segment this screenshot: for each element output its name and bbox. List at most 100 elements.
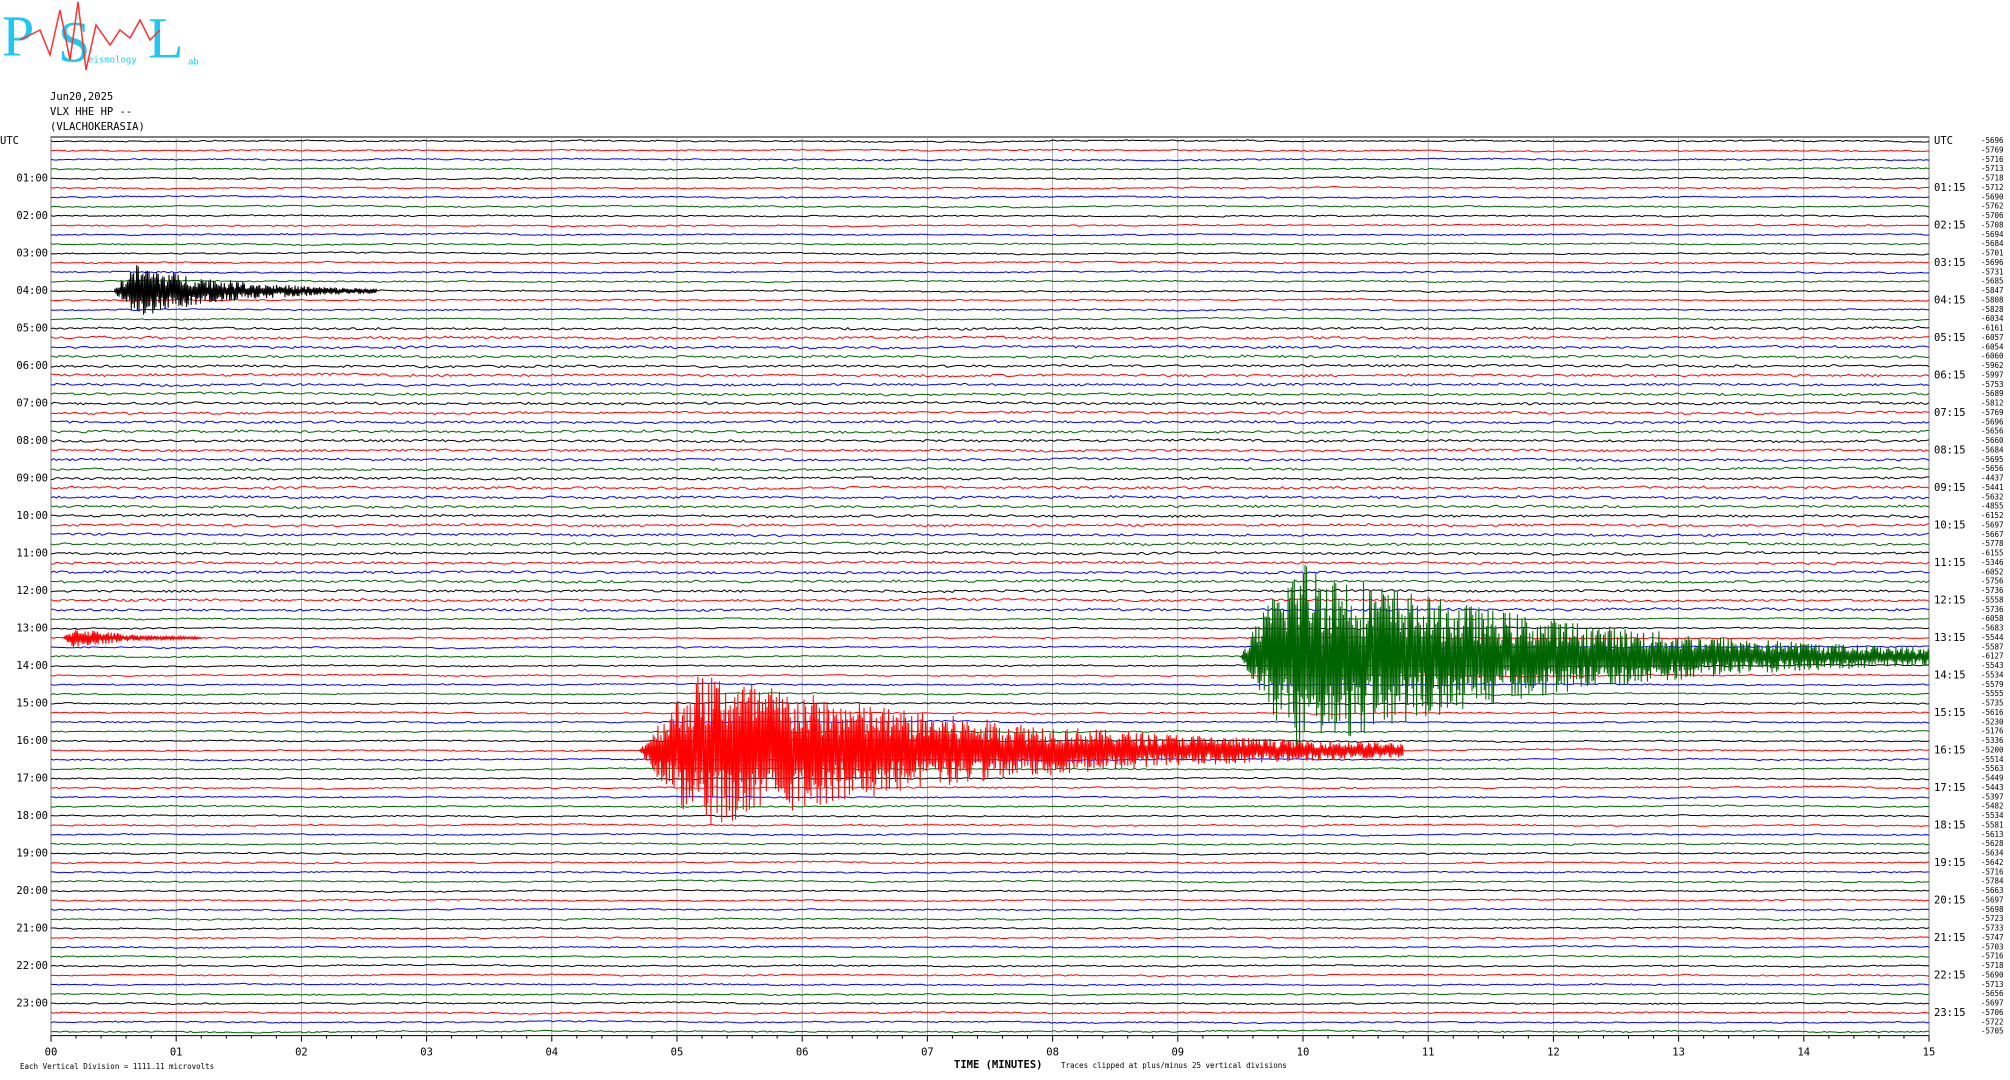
trace	[50, 814, 1930, 819]
right-time-label: 02:15	[1934, 219, 1966, 231]
trace-offset: -5697	[1981, 999, 2004, 1008]
trace-offset: -5563	[1981, 764, 2004, 773]
trace	[50, 682, 1930, 687]
trace	[50, 692, 1930, 696]
trace-offset: -5684	[1981, 445, 2004, 454]
right-time-label: 04:15	[1934, 294, 1966, 306]
trace-offset: -5543	[1981, 661, 2004, 670]
trace	[50, 898, 1930, 903]
trace-offset: -5616	[1981, 708, 2004, 717]
seismic-event	[1240, 564, 1930, 752]
trace	[50, 1020, 1930, 1025]
trace-offset: -5514	[1981, 755, 2004, 764]
left-time-label: 12:00	[16, 585, 48, 597]
right-time-label: 17:15	[1934, 782, 1966, 794]
left-time-label: 11:00	[16, 548, 48, 560]
trace-offset: -4437	[1981, 474, 2004, 483]
trace	[50, 448, 1930, 453]
trace-offset: -5656	[1981, 989, 2004, 998]
trace	[50, 410, 1930, 416]
trace	[50, 907, 1930, 912]
trace	[50, 400, 1930, 406]
trace-offset: -5336	[1981, 736, 2004, 745]
trace	[50, 569, 1930, 575]
trace	[51, 176, 1930, 181]
trace-offset: -5544	[1981, 633, 2004, 642]
trace-offset: -5713	[1981, 980, 2004, 989]
trace-offset: -5200	[1981, 745, 2004, 754]
trace-offset: -5778	[1981, 539, 2004, 548]
trace	[50, 438, 1930, 444]
trace	[50, 832, 1930, 837]
trace	[50, 335, 1930, 341]
trace	[50, 823, 1930, 828]
left-time-label: 10:00	[16, 510, 48, 522]
trace-offset: -5705	[1981, 1027, 2004, 1036]
trace	[50, 504, 1930, 510]
trace-offset: -5706	[1981, 211, 2004, 220]
trace-offset: -5812	[1981, 399, 2004, 408]
trace-offset: -5828	[1981, 305, 2004, 314]
trace	[50, 870, 1929, 875]
trace-offset: -5769	[1981, 408, 2004, 417]
trace	[50, 223, 1930, 228]
left-time-label: 20:00	[16, 885, 48, 897]
right-time-label: 06:15	[1934, 369, 1966, 381]
trace	[50, 466, 1930, 472]
right-time-label: 21:15	[1934, 932, 1966, 944]
trace	[50, 308, 1929, 312]
right-time-label: 05:15	[1934, 332, 1966, 344]
trace	[50, 860, 1930, 865]
trace	[50, 194, 1929, 200]
trace-offset: -5698	[1981, 905, 2004, 914]
trace	[51, 279, 1929, 284]
x-tick-label: 08	[1046, 1047, 1059, 1059]
trace-offset: -6057	[1981, 333, 2004, 342]
trace-offset: -6127	[1981, 652, 2004, 661]
clip-note: Traces clipped at plus/minus 25 vertical…	[1061, 1061, 1287, 1070]
trace-offset: -5667	[1981, 530, 2004, 539]
trace-offset: -5632	[1981, 492, 2004, 501]
trace-offset: -6052	[1981, 567, 2004, 576]
trace	[50, 532, 1930, 538]
trace-offset: -5733	[1981, 924, 2004, 933]
right-time-label: 22:15	[1934, 969, 1966, 981]
trace	[50, 973, 1930, 978]
trace-offset: -5230	[1981, 717, 2004, 726]
right-time-label: 08:15	[1934, 444, 1966, 456]
x-tick-label: 14	[1797, 1047, 1810, 1059]
x-tick-label: 02	[295, 1047, 308, 1059]
left-time-label: 06:00	[16, 360, 48, 372]
trace-offset: -5613	[1981, 830, 2004, 839]
x-tick-label: 10	[1297, 1047, 1310, 1059]
trace-offset: -5656	[1981, 427, 2004, 436]
trace	[50, 139, 1930, 144]
trace	[50, 1010, 1930, 1015]
left-time-label: 07:00	[16, 398, 48, 410]
logo: P S L eismology ab	[2, 1, 199, 74]
trace	[50, 842, 1930, 846]
trace-offset: -5579	[1981, 680, 2004, 689]
x-tick-label: 07	[921, 1047, 934, 1059]
trace-offset: -5847	[1981, 286, 2004, 295]
trace-offset: -6058	[1981, 614, 2004, 623]
trace	[50, 363, 1930, 369]
trace	[50, 316, 1930, 321]
trace	[50, 382, 1930, 387]
x-tick-label: 04	[545, 1047, 558, 1059]
location: (VLACHOKERASIA)	[50, 121, 145, 133]
logo-letter: L	[148, 5, 183, 70]
trace-offset: -5736	[1981, 586, 2004, 595]
trace	[50, 551, 1930, 556]
trace	[50, 776, 1929, 781]
trace-offset: -6034	[1981, 314, 2004, 323]
logo-word: ab	[188, 58, 199, 68]
trace	[50, 325, 1930, 331]
trace-offset: -5449	[1981, 774, 2004, 783]
right-time-label: 19:15	[1934, 857, 1966, 869]
trace	[50, 767, 1930, 771]
left-time-label: UTC	[0, 135, 19, 147]
trace-offset: -5708	[1981, 220, 2004, 229]
right-time-label: UTC	[1934, 135, 1953, 147]
